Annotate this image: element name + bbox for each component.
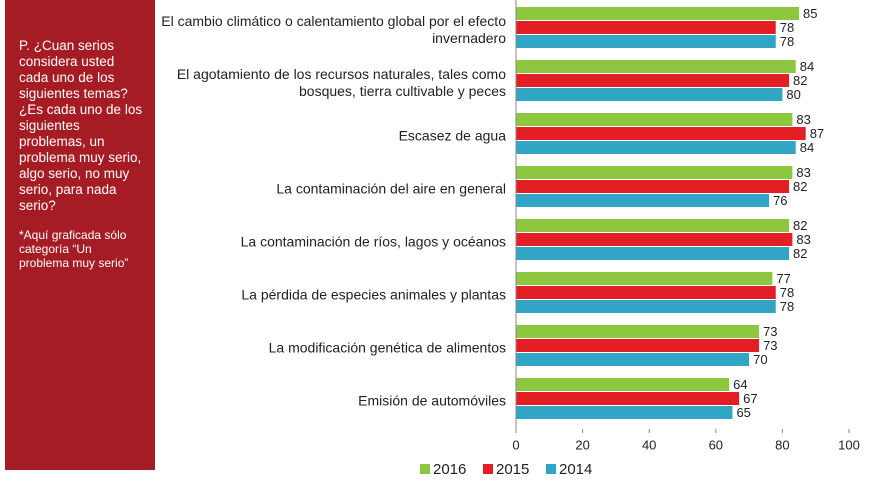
value-label: 67 bbox=[743, 391, 757, 406]
value-label: 82 bbox=[793, 218, 807, 233]
x-tick-label: 0 bbox=[512, 437, 519, 452]
bar bbox=[516, 60, 796, 73]
value-label: 83 bbox=[796, 165, 810, 180]
value-label: 65 bbox=[736, 405, 750, 420]
value-label: 78 bbox=[780, 285, 794, 300]
bar bbox=[516, 35, 776, 48]
category-label: El cambio climático o calentamiento glob… bbox=[161, 12, 506, 46]
bar bbox=[516, 74, 790, 87]
value-label: 84 bbox=[800, 140, 814, 155]
value-label: 87 bbox=[810, 126, 824, 141]
value-label: 85 bbox=[803, 6, 817, 21]
category-label: Emisión de automóviles bbox=[358, 392, 506, 408]
value-label: 76 bbox=[773, 193, 787, 208]
value-label: 80 bbox=[786, 87, 800, 102]
value-label: 78 bbox=[780, 34, 794, 49]
legend-swatch bbox=[420, 464, 430, 474]
bar bbox=[516, 392, 740, 405]
bar bbox=[516, 219, 790, 232]
bar bbox=[516, 378, 730, 391]
value-label: 83 bbox=[796, 112, 810, 127]
legend-label: 2014 bbox=[559, 461, 592, 478]
bar bbox=[516, 127, 806, 140]
bar bbox=[516, 353, 750, 366]
value-label: 73 bbox=[763, 324, 777, 339]
bar bbox=[516, 286, 776, 299]
x-tick-label: 80 bbox=[775, 437, 789, 452]
value-label: 83 bbox=[796, 232, 810, 247]
bar bbox=[516, 406, 733, 419]
bar bbox=[516, 272, 773, 285]
x-tick-label: 40 bbox=[642, 437, 656, 452]
value-label: 77 bbox=[776, 271, 790, 286]
value-label: 82 bbox=[793, 73, 807, 88]
legend-swatch bbox=[546, 464, 556, 474]
value-label: 78 bbox=[780, 20, 794, 35]
x-tick-label: 60 bbox=[709, 437, 723, 452]
category-label: La contaminación del aire en general bbox=[276, 180, 506, 196]
value-label: 78 bbox=[780, 299, 794, 314]
value-label: 73 bbox=[763, 338, 777, 353]
bar bbox=[516, 21, 776, 34]
sidebar: P. ¿Cuan serios considera usted cada uno… bbox=[5, 0, 155, 470]
value-label: 64 bbox=[733, 377, 747, 392]
bar bbox=[516, 166, 793, 179]
category-label: La pérdida de especies animales y planta… bbox=[241, 286, 506, 302]
bar bbox=[516, 7, 800, 20]
bar bbox=[516, 339, 760, 352]
category-label: La modificación genética de alimentos bbox=[268, 339, 506, 355]
legend-swatch bbox=[483, 464, 493, 474]
note: *Aquí graficada sólo categoría “Un probl… bbox=[19, 228, 129, 270]
value-label: 70 bbox=[753, 352, 767, 367]
bar bbox=[516, 113, 793, 126]
legend-label: 2015 bbox=[496, 461, 529, 478]
bar bbox=[516, 325, 760, 338]
x-tick-label: 20 bbox=[575, 437, 589, 452]
bar bbox=[516, 88, 783, 101]
category-label: Escasez de agua bbox=[398, 127, 506, 143]
x-tick-label: 100 bbox=[838, 437, 860, 452]
bar bbox=[516, 194, 770, 207]
value-label: 84 bbox=[800, 59, 814, 74]
bar bbox=[516, 180, 790, 193]
bar bbox=[516, 233, 793, 246]
bar bbox=[516, 247, 790, 260]
legend-label: 2016 bbox=[433, 461, 466, 478]
category-label: El agotamiento de los recursos naturales… bbox=[176, 65, 506, 99]
category-label: La contaminación de ríos, lagos y océano… bbox=[240, 233, 506, 249]
value-label: 82 bbox=[793, 246, 807, 261]
value-label: 82 bbox=[793, 179, 807, 194]
bar bbox=[516, 300, 776, 313]
bar bbox=[516, 141, 796, 154]
question: P. ¿Cuan serios considera usted cada uno… bbox=[19, 38, 143, 213]
